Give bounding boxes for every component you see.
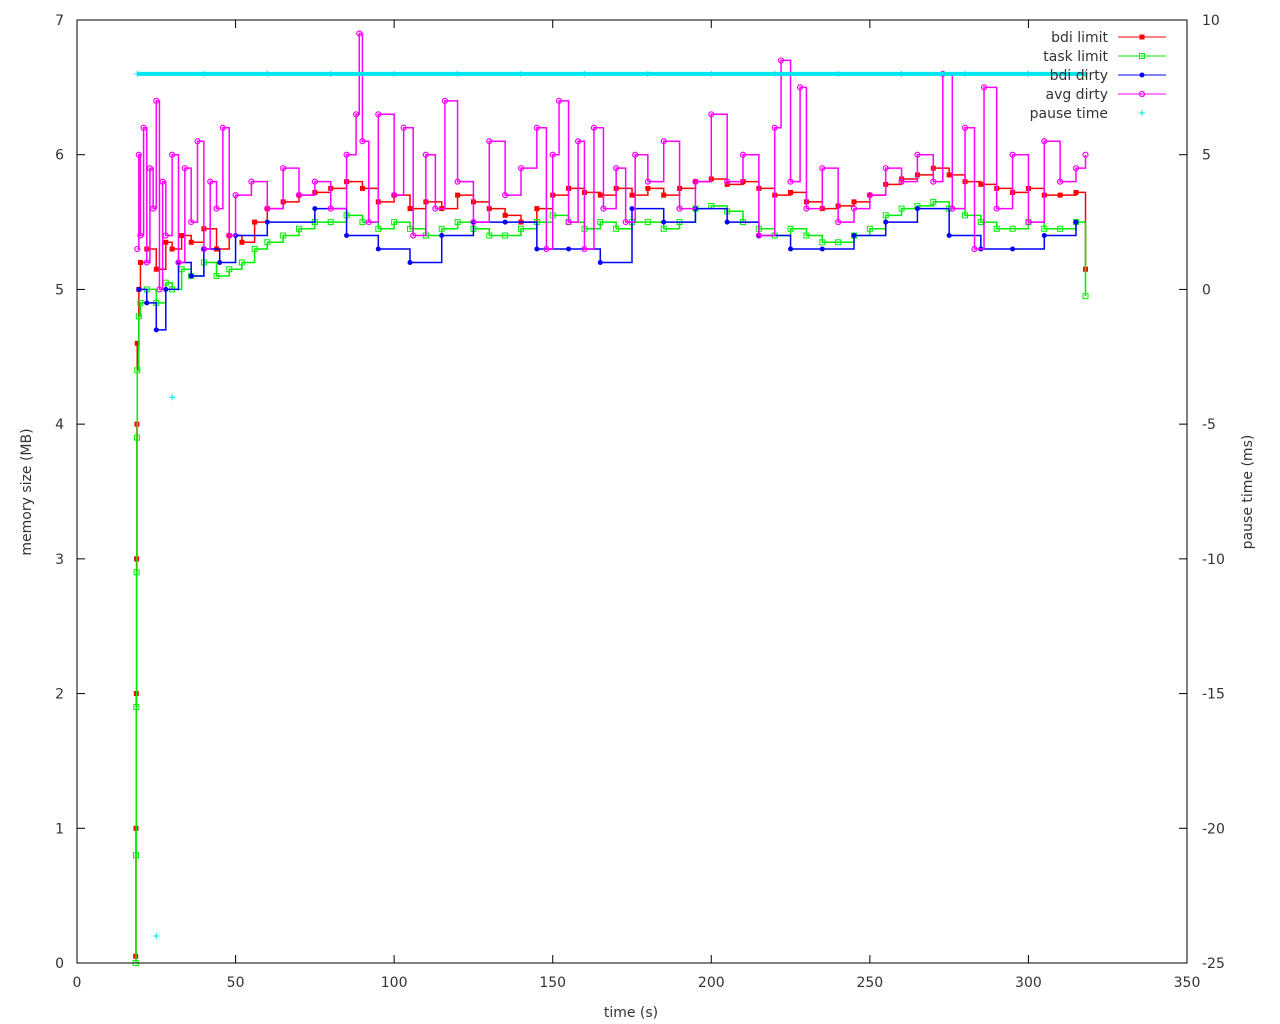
bdi-dirty-point — [1010, 247, 1015, 252]
bdi-dirty-point — [408, 260, 413, 265]
y-tick-label: 1 — [55, 821, 64, 837]
bdi-dirty-point — [661, 220, 666, 225]
bdi-limit-point — [1058, 193, 1063, 198]
y-axis-label: memory size (MB) — [19, 428, 35, 555]
bdi-limit-point — [408, 206, 413, 211]
bdi-limit-point — [360, 186, 365, 191]
bdi-dirty-point — [163, 287, 168, 292]
bdi-dirty-point — [217, 260, 222, 265]
bdi-limit-point — [978, 182, 983, 187]
y2-tick-label: -5 — [1202, 417, 1216, 433]
y2-axis-label: pause time (ms) — [1240, 435, 1256, 550]
x-tick-label: 150 — [539, 975, 566, 991]
y2-tick-label: -15 — [1202, 687, 1225, 703]
y-tick-label: 6 — [55, 148, 64, 164]
bdi-dirty-point — [154, 327, 159, 332]
bdi-dirty-point — [852, 233, 857, 238]
bdi-dirty-point — [534, 247, 539, 252]
bdi-limit-point — [179, 233, 184, 238]
bdi-dirty-point — [503, 220, 508, 225]
bdi-dirty-point — [312, 206, 317, 211]
bdi-limit-point — [189, 240, 194, 245]
x-tick-label: 250 — [856, 975, 883, 991]
bdi-dirty-point — [598, 260, 603, 265]
y-tick-label: 5 — [55, 282, 64, 298]
y-tick-label: 7 — [55, 13, 64, 29]
legend-label-task-limit: task limit — [1043, 49, 1108, 65]
bdi-dirty-point — [915, 206, 920, 211]
y2-tick-label: 5 — [1202, 148, 1211, 164]
bdi-limit-point — [170, 247, 175, 252]
legend-label-avg-dirty: avg dirty — [1045, 87, 1108, 103]
bdi-limit-point — [239, 240, 244, 245]
y2-tick-label: 10 — [1202, 13, 1220, 29]
bdi-limit-point — [503, 213, 508, 218]
bdi-limit-point — [852, 199, 857, 204]
bdi-limit-point — [788, 190, 793, 195]
bdi-limit-point — [455, 193, 460, 198]
legend-bdi-dirty-point — [1140, 73, 1145, 78]
bdi-dirty-point — [376, 247, 381, 252]
bdi-limit-point — [252, 220, 257, 225]
x-tick-label: 0 — [73, 975, 82, 991]
bdi-limit-point — [630, 193, 635, 198]
legend-label-bdi-dirty: bdi dirty — [1050, 68, 1108, 84]
bdi-limit-point — [598, 193, 603, 198]
bdi-dirty-point — [630, 206, 635, 211]
y2-tick-label: -10 — [1202, 552, 1225, 568]
x-tick-label: 50 — [227, 975, 245, 991]
legend-label-pause-time: pause time — [1030, 106, 1108, 122]
bdi-dirty-point — [136, 287, 141, 292]
x-axis-label: time (s) — [604, 1005, 658, 1021]
bdi-dirty-point — [344, 233, 349, 238]
bdi-limit-point — [138, 260, 143, 265]
bdi-dirty-point — [1042, 233, 1047, 238]
bdi-limit-point — [163, 240, 168, 245]
x-tick-label: 100 — [381, 975, 408, 991]
legend-bdi-limit-point — [1140, 35, 1145, 40]
bdi-dirty-point — [725, 220, 730, 225]
bdi-dirty-point — [566, 247, 571, 252]
x-tick-label: 350 — [1174, 975, 1201, 991]
bdi-limit-point — [154, 267, 159, 272]
bdi-limit-point — [661, 193, 666, 198]
y-tick-label: 4 — [55, 417, 64, 433]
y-tick-label: 0 — [55, 956, 64, 972]
bdi-dirty-point — [265, 220, 270, 225]
y2-tick-label: -25 — [1202, 956, 1225, 972]
x-tick-label: 300 — [1015, 975, 1042, 991]
bdi-dirty-point — [189, 273, 194, 278]
bdi-dirty-point — [947, 233, 952, 238]
bdi-dirty-point — [788, 247, 793, 252]
bdi-limit-point — [534, 206, 539, 211]
bdi-limit-point — [947, 172, 952, 177]
bdi-limit-point — [1074, 190, 1079, 195]
x-tick-label: 200 — [698, 975, 725, 991]
y2-tick-label: 0 — [1202, 282, 1211, 298]
y2-tick-label: -20 — [1202, 821, 1225, 837]
bdi-dirty-point — [144, 300, 149, 305]
bdi-dirty-point — [820, 247, 825, 252]
y-tick-label: 2 — [55, 687, 64, 703]
bdi-dirty-point — [883, 220, 888, 225]
bdi-limit-point — [645, 186, 650, 191]
bdi-dirty-point — [439, 233, 444, 238]
legend-label-bdi-limit: bdi limit — [1051, 30, 1108, 46]
y-tick-label: 3 — [55, 552, 64, 568]
bdi-dirty-point — [1074, 220, 1079, 225]
